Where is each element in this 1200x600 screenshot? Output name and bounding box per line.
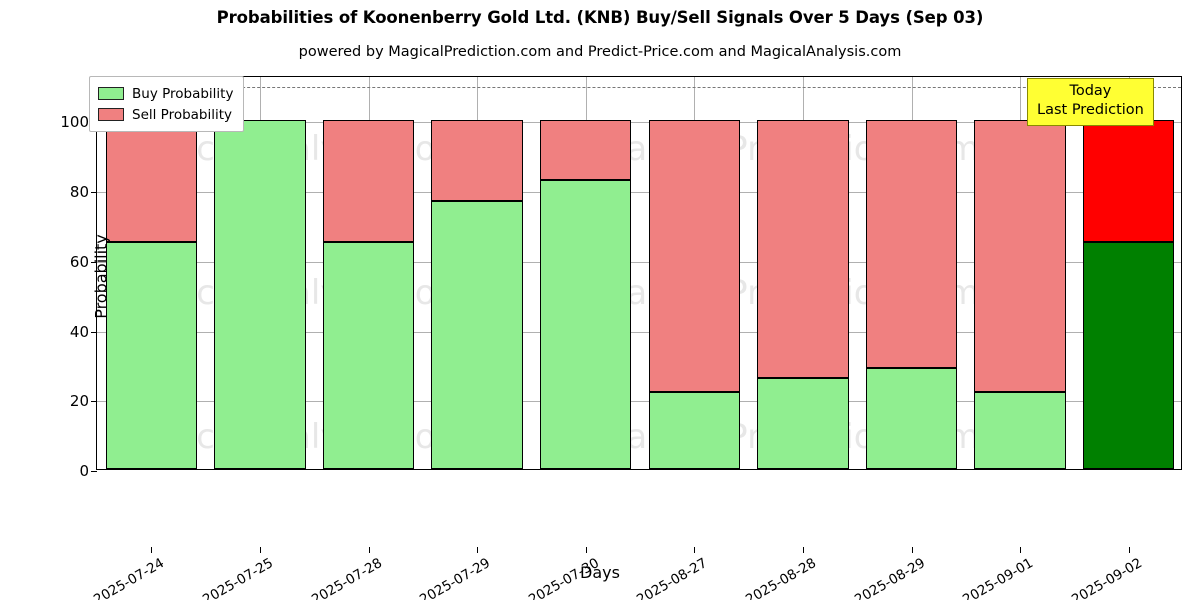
- bar-segment-buy: [757, 378, 849, 469]
- bar-group: [974, 77, 1066, 469]
- x-axis-tick-mark: [1020, 547, 1022, 553]
- plot-area: MagicalAnalysis.comMagicalPrediction.com…: [60, 76, 1182, 600]
- y-axis-tick-label: 100: [60, 113, 89, 132]
- bar-segment-sell: [540, 120, 632, 180]
- x-axis-tick-mark: [911, 547, 913, 553]
- bar-group: [105, 77, 197, 469]
- bar-segment-sell: [865, 120, 958, 368]
- chart-subtitle: powered by MagicalPrediction.com and Pre…: [298, 44, 902, 60]
- legend-item-buy: Buy Probability: [98, 83, 233, 104]
- gridline-horizontal: [97, 261, 1181, 263]
- bar-segment-buy: [105, 242, 197, 469]
- bar-segment-buy: [1083, 242, 1175, 469]
- bar-segment-buy: [214, 120, 306, 469]
- bar-group: [540, 77, 632, 469]
- bar-segment-sell: [322, 120, 415, 243]
- legend-label-buy: Buy Probability: [132, 85, 234, 102]
- y-axis-tick-mark: [91, 401, 97, 403]
- y-axis-tick-mark: [91, 471, 97, 473]
- gridline-horizontal: [97, 331, 1181, 333]
- threshold-dashed-line: [97, 87, 1181, 89]
- today-annotation-line1: Today: [1069, 83, 1112, 99]
- bar-segment-sell: [757, 120, 849, 379]
- bar-segment-buy: [974, 392, 1066, 469]
- y-axis-tick-label: 40: [69, 322, 89, 341]
- y-axis-tick-label: 80: [69, 183, 89, 202]
- today-annotation-line2: Last Prediction: [1037, 102, 1144, 118]
- y-axis-tick-label: 20: [69, 392, 89, 411]
- x-axis-tick-mark: [802, 547, 805, 553]
- x-axis-label: Days: [580, 563, 620, 582]
- bar-segment-buy: [648, 392, 740, 469]
- bar-segment-sell: [431, 120, 523, 201]
- bar-segment-sell: [648, 120, 740, 393]
- chart-title: Probabilities of Koonenberry Gold Ltd. (…: [216, 8, 984, 27]
- bar-segment-sell: [105, 120, 197, 243]
- bar-group: [865, 77, 958, 469]
- bar-group: [757, 77, 849, 469]
- x-axis-tick-mark: [694, 547, 696, 553]
- x-axis-tick-mark: [151, 547, 153, 553]
- bar-group: [322, 77, 415, 469]
- gridline-horizontal: [97, 192, 1181, 194]
- legend-item-sell: Sell Probability: [98, 104, 233, 125]
- today-annotation: Today Last Prediction: [1027, 78, 1154, 126]
- plot-inner: MagicalAnalysis.comMagicalPrediction.com…: [97, 77, 1181, 469]
- gridline-horizontal: [97, 122, 1181, 124]
- y-axis-tick-mark: [91, 331, 97, 333]
- x-axis-tick-mark: [259, 547, 262, 553]
- bar-segment-buy: [865, 367, 958, 469]
- y-axis-tick-mark: [91, 261, 97, 263]
- gridline-horizontal: [97, 401, 1181, 403]
- y-axis-tick-label: 60: [69, 252, 89, 271]
- legend-label-sell: Sell Probability: [132, 106, 233, 123]
- bar-group: [648, 77, 740, 469]
- bar-segment-buy: [322, 242, 415, 469]
- x-axis-tick-mark: [368, 547, 370, 553]
- bar-segment-sell: [974, 120, 1066, 393]
- chart-legend: Buy Probability Sell Probability: [89, 76, 245, 132]
- bar-segment-buy: [431, 200, 523, 469]
- legend-swatch-sell: [98, 108, 124, 121]
- bar-segment-sell: [1083, 120, 1175, 243]
- bar-group: [431, 77, 523, 469]
- legend-swatch-buy: [98, 87, 124, 100]
- x-axis-tick-mark: [585, 547, 587, 553]
- bar-group: [214, 77, 306, 469]
- x-axis-tick-mark: [477, 547, 479, 553]
- y-axis-tick-label: 0: [79, 462, 89, 480]
- x-axis-tick-mark: [1128, 547, 1130, 553]
- bar-segment-buy: [540, 179, 632, 469]
- y-axis-tick-mark: [91, 192, 97, 194]
- bar-group: [1083, 77, 1175, 469]
